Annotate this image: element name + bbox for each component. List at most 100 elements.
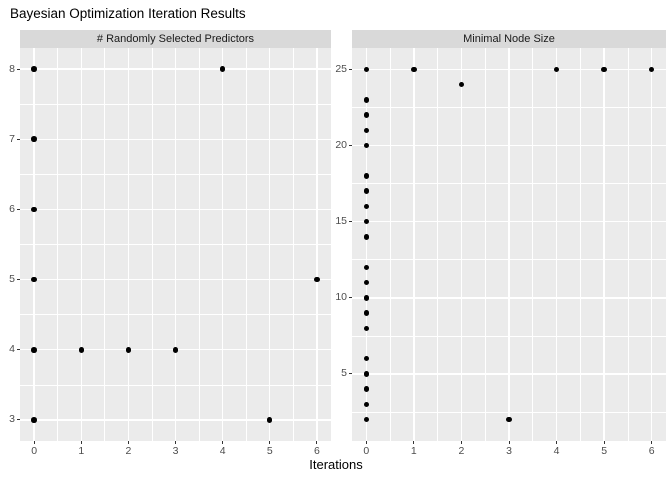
y-tick-label: 10 (335, 291, 347, 304)
gridline-major (365, 48, 367, 441)
data-point (31, 347, 37, 353)
data-point (363, 142, 370, 149)
data-point (363, 173, 370, 179)
x-tick-mark (651, 441, 653, 444)
y-tick-mark (349, 144, 352, 146)
data-point (601, 66, 607, 73)
data-point (363, 295, 370, 301)
gridline-major (269, 48, 271, 441)
data-point (363, 310, 370, 316)
x-tick-label: 3 (172, 445, 179, 457)
data-point (31, 66, 37, 72)
data-point (31, 136, 37, 142)
gridline-major (221, 48, 224, 441)
gridline-major (352, 68, 666, 71)
gridline-major (316, 48, 318, 441)
chart-title: Bayesian Optimization Iteration Results (10, 6, 246, 21)
gridline-major (20, 68, 331, 70)
x-tick-mark (413, 441, 415, 444)
x-tick-label: 2 (125, 445, 132, 457)
y-tick-label: 20 (335, 138, 347, 151)
gridline-minor (580, 48, 581, 441)
x-tick-mark (33, 441, 35, 444)
y-tick-mark (17, 419, 20, 421)
data-point (363, 401, 370, 408)
x-tick-label: 1 (78, 445, 85, 457)
x-axis-title: Iterations (309, 457, 363, 472)
y-tick-label: 4 (9, 343, 15, 356)
data-point (363, 355, 370, 362)
data-point (411, 66, 417, 73)
gridline-major (20, 138, 331, 140)
data-point (31, 276, 37, 283)
gridline-minor (627, 48, 629, 441)
x-tick-label: 6 (313, 445, 320, 457)
x-tick-mark (80, 441, 82, 444)
data-point (314, 276, 320, 283)
plot-panel-node-size (352, 48, 666, 441)
y-tick-label: 8 (9, 62, 15, 75)
data-point (172, 347, 179, 353)
data-point (363, 416, 370, 423)
x-tick-mark (269, 441, 271, 444)
x-tick-mark (556, 441, 558, 444)
x-tick-mark (175, 441, 176, 444)
gridline-major (352, 144, 666, 147)
x-tick-mark (603, 441, 605, 444)
gridline-major (20, 208, 331, 211)
x-tick-mark (508, 441, 510, 444)
gridline-major (80, 48, 82, 441)
data-point (363, 325, 370, 332)
data-point (363, 386, 370, 392)
x-tick-label: 0 (363, 445, 370, 457)
y-tick-label: 15 (335, 215, 347, 228)
y-tick-mark (349, 221, 352, 223)
data-point (506, 416, 512, 423)
facet-strip-predictors: # Randomly Selected Predictors (20, 30, 331, 48)
data-point (363, 279, 370, 286)
gridline-minor (437, 48, 438, 441)
data-point (363, 203, 370, 210)
data-point (553, 66, 560, 73)
gridline-minor (484, 48, 486, 441)
data-point (219, 66, 226, 72)
data-point (363, 127, 370, 133)
gridline-major (603, 48, 605, 441)
data-point (363, 218, 370, 225)
data-point (648, 66, 655, 73)
gridline-major (352, 220, 666, 223)
x-tick-label: 4 (553, 445, 560, 457)
gridline-major (352, 373, 666, 375)
data-point (363, 112, 370, 118)
gridline-major (33, 48, 35, 441)
y-tick-label: 3 (9, 413, 15, 426)
x-tick-label: 0 (31, 445, 38, 457)
x-tick-label: 5 (601, 445, 608, 457)
data-point (363, 264, 370, 271)
x-tick-label: 1 (410, 445, 417, 457)
y-tick-mark (349, 68, 352, 70)
data-point (266, 417, 273, 423)
data-point (31, 417, 37, 423)
y-tick-label: 7 (9, 132, 15, 145)
gridline-major (20, 419, 331, 421)
x-tick-label: 2 (458, 445, 465, 457)
x-tick-label: 6 (648, 445, 655, 457)
data-point (363, 66, 370, 73)
x-tick-label: 3 (506, 445, 512, 457)
data-point (125, 347, 132, 353)
y-tick-mark (17, 208, 20, 210)
y-tick-label: 5 (9, 273, 15, 286)
gridline-major (352, 297, 666, 299)
data-point (31, 206, 37, 213)
y-tick-label: 6 (9, 202, 15, 215)
y-tick-mark (349, 297, 352, 299)
gridline-major (174, 48, 177, 441)
gridline-major (127, 48, 130, 441)
y-tick-label: 5 (341, 367, 347, 380)
data-point (363, 97, 370, 103)
x-tick-mark (365, 441, 367, 444)
data-point (363, 234, 370, 240)
gridline-major (555, 48, 558, 441)
